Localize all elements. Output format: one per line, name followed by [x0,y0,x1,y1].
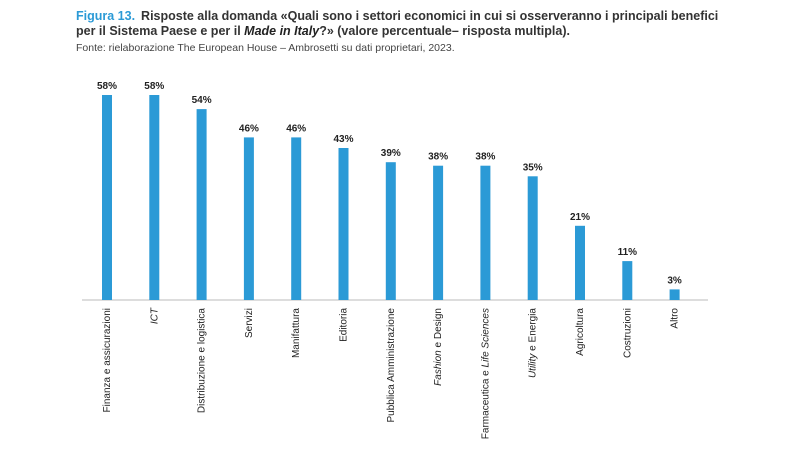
category-label-8: Farmaceutica e Life Sciences [480,308,491,439]
bar-6 [385,162,396,300]
title-line-2-b: ?» (valore percentuale– risposta multipl… [319,24,570,38]
value-label-3: 46% [239,123,259,134]
title-line-1: Risposte alla domanda «Quali sono i sett… [141,9,719,23]
value-label-7: 38% [428,152,448,163]
bar-4 [291,137,302,300]
value-label-4: 46% [286,123,306,134]
value-label-10: 21% [570,212,590,223]
category-label-9: Utility e Energia [528,308,539,378]
category-label-6: Pubblica Amministrazione [386,308,397,423]
value-label-9: 35% [523,162,543,173]
bar-11 [622,261,633,300]
category-labels-group: Finanza e assicurazioni ICT Distribuzione … [102,307,681,439]
category-label-1: ICT [149,307,160,324]
category-label-10: Agricoltura [575,308,586,356]
category-label-5: Editoria [339,308,350,342]
value-label-5: 43% [333,134,353,145]
value-labels-group: 58% 58% 54% 46% 46% 43% 39% 38% 38% 35% 21% 11% 3% [97,81,682,286]
figure-title-line-2: per il Sistema Paese e per il Made in It… [76,24,776,39]
value-label-8: 38% [475,152,495,163]
value-label-1: 58% [144,81,164,92]
bar-9 [527,176,538,300]
category-label-3: Servizi [244,308,255,338]
value-label-0: 58% [97,81,117,92]
bar-7 [433,165,444,300]
figure-title: Figura 13. Risposte alla domanda «Quali s… [76,9,776,24]
category-label-4: Manifattura [291,308,302,358]
bar-5 [338,148,349,300]
bar-3 [243,137,254,300]
figure-header: Figura 13. Risposte alla domanda «Quali s… [76,9,776,54]
category-label-2: Distribuzione e logistica [197,308,208,413]
category-label-11: Costruzioni [622,308,633,358]
figure-label: Figura 13. [76,9,136,23]
value-label-2: 54% [192,95,212,106]
bars-group [102,95,680,300]
value-label-12: 3% [667,275,682,286]
bar-1 [149,95,160,300]
bar-0 [102,95,112,300]
value-label-11: 11% [618,247,638,258]
category-label-12: Altro [670,308,681,329]
figure-source: Fonte: rielaborazione The European House… [76,42,455,54]
value-label-6: 39% [381,148,401,159]
title-line-2-a: per il Sistema Paese e per il [76,24,245,38]
bar-12 [669,289,680,300]
bar-10 [575,225,585,300]
bar-2 [196,109,207,300]
category-label-7: Fashion e Design [433,308,444,386]
category-label-0: Finanza e assicurazioni [102,308,113,413]
bar-8 [480,165,491,300]
title-line-2-italic: Made in Italy [244,24,320,38]
